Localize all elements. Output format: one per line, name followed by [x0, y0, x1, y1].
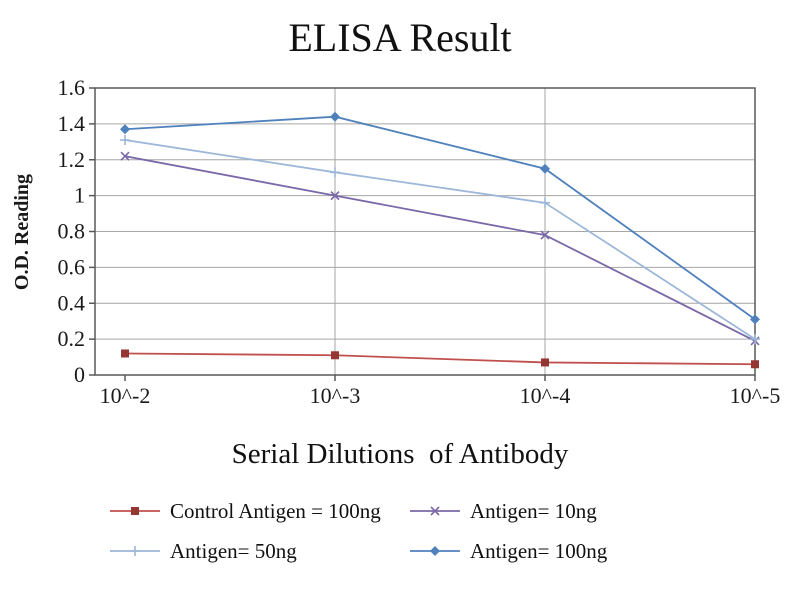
y-tick-label: 0.2: [58, 326, 86, 351]
legend-label: Control Antigen = 100ng: [170, 498, 381, 523]
y-tick-label: 1: [74, 183, 85, 208]
legend-item-diamond: Antigen= 100ng: [408, 539, 800, 564]
x-tick-label: 10^-3: [310, 383, 361, 408]
legend-swatch-x-icon: [410, 506, 460, 516]
series-line: [124, 115, 756, 321]
diamond-marker-icon: [330, 111, 340, 122]
square-marker-icon: [331, 351, 339, 360]
legend-swatch-square-icon: [110, 507, 160, 515]
series-4: [120, 111, 760, 325]
plus-marker-icon: [750, 334, 760, 345]
x-axis-title: Serial Dilutions of Antibody: [231, 438, 569, 470]
plot-border: [94, 87, 756, 376]
x-marker-icon: [120, 151, 130, 161]
y-axis-title: O.D. Reading: [11, 174, 33, 290]
y-tick-label: 1.6: [58, 75, 86, 100]
x-marker-icon: [540, 230, 550, 240]
x-tick-label: 10^-2: [100, 383, 151, 408]
x-marker-icon: [430, 506, 440, 516]
y-tick-label: 1.2: [58, 147, 86, 172]
plus-marker-icon: [120, 135, 130, 146]
y-tick-label: 0.8: [58, 219, 86, 244]
series-2: [120, 151, 760, 346]
series-line: [124, 139, 756, 340]
legend-swatch-diamond-icon: [410, 546, 460, 556]
chart-legend: Control Antigen = 100ng Antigen= 10ng Anti…: [0, 496, 800, 576]
x-marker-icon: [330, 191, 340, 201]
x-tick-label: 10^-5: [730, 383, 781, 408]
square-marker-icon: [751, 360, 759, 369]
y-tick-label: 0.6: [58, 254, 86, 279]
legend-item-square: Control Antigen = 100ng: [108, 499, 408, 524]
square-marker-icon: [131, 507, 139, 515]
y-tick-label: 1.4: [58, 111, 86, 136]
legend-label: Antigen= 10ng: [470, 498, 597, 523]
chart-title: ELISA Result: [288, 15, 512, 60]
diamond-marker-icon: [120, 124, 130, 135]
plus-marker-icon: [540, 197, 550, 208]
diamond-marker-icon: [430, 546, 440, 556]
y-tick-label: 0: [74, 362, 85, 387]
series-1: [121, 349, 759, 369]
series-line: [124, 155, 756, 342]
y-tick-label: 0.4: [58, 290, 86, 315]
legend-label: Antigen= 50ng: [170, 538, 297, 563]
legend-row: Control Antigen = 100ng Antigen= 10ng: [0, 496, 800, 526]
legend-swatch-plus-icon: [110, 546, 160, 556]
legend-item-x: Antigen= 10ng: [408, 499, 800, 524]
x-tick-label: 10^-4: [520, 383, 571, 408]
square-marker-icon: [541, 358, 549, 367]
legend-row: Antigen= 50ng Antigen= 100ng: [0, 536, 800, 566]
square-marker-icon: [121, 349, 129, 358]
legend-item-plus: Antigen= 50ng: [108, 539, 408, 564]
series-line: [124, 352, 756, 366]
series-3: [120, 135, 760, 345]
plus-marker-icon: [330, 167, 340, 178]
diamond-marker-icon: [750, 314, 760, 325]
plus-marker-icon: [130, 546, 140, 556]
diamond-marker-icon: [540, 163, 550, 174]
legend-label: Antigen= 100ng: [470, 538, 608, 563]
